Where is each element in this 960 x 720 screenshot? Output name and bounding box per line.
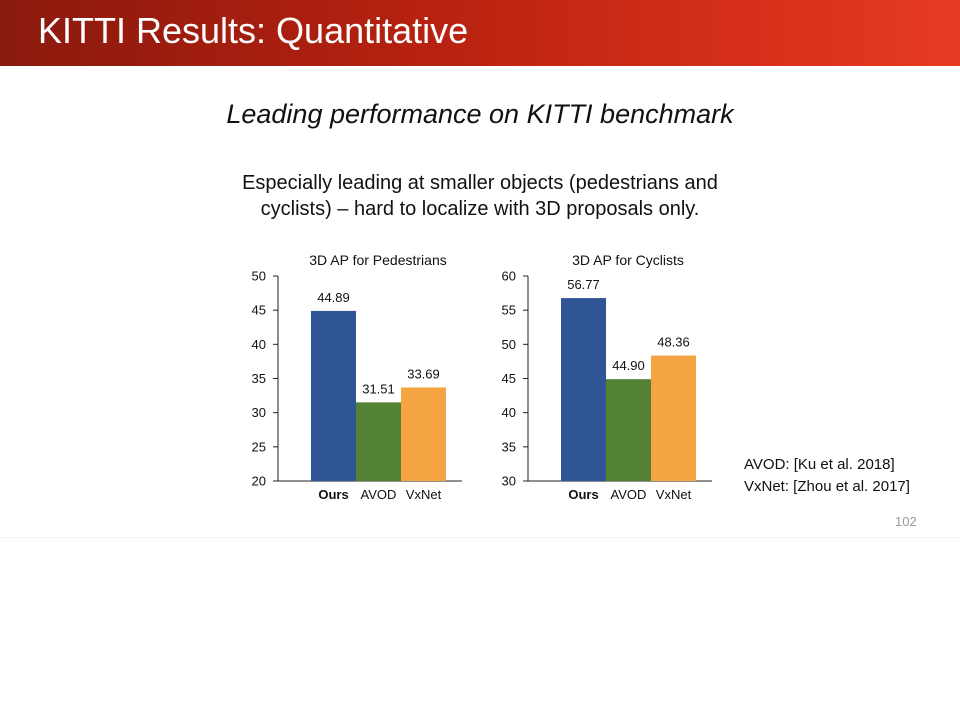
y-tick-label: 60	[502, 269, 516, 284]
chart-title: 3D AP for Pedestrians	[309, 252, 446, 268]
bar-avod	[606, 379, 651, 481]
x-tick-label: Ours	[568, 487, 598, 502]
bar-ours	[561, 298, 606, 481]
bar-ours	[311, 310, 356, 481]
bar-vxnet	[651, 355, 696, 481]
y-tick-label: 35	[252, 371, 266, 386]
y-tick-label: 35	[502, 439, 516, 454]
cyclists-bar-chart: 3D AP for Cyclists 30 35 40 45 50 55 60 56.77 Our…	[502, 252, 712, 502]
data-label: 48.36	[657, 335, 690, 350]
x-tick-label: AVOD	[611, 487, 647, 502]
data-label: 56.77	[567, 277, 600, 292]
y-tick-label: 45	[502, 371, 516, 386]
y-tick-label: 55	[502, 303, 516, 318]
slide-title: KITTI Results: Quantitative	[38, 10, 469, 51]
bar-vxnet	[401, 387, 446, 481]
data-label: 33.69	[407, 366, 440, 381]
data-label: 44.90	[612, 358, 645, 373]
y-tick-label: 40	[252, 337, 266, 352]
data-label: 31.51	[362, 381, 395, 396]
reference-vxnet: VxNet: [Zhou et al. 2017]	[744, 478, 910, 495]
y-tick-label: 30	[252, 405, 266, 420]
y-tick-label: 20	[252, 474, 266, 489]
x-tick-label: VxNet	[656, 487, 692, 502]
y-tick-label: 30	[502, 474, 516, 489]
bar-avod	[356, 402, 401, 481]
chart-title: 3D AP for Cyclists	[572, 252, 684, 268]
x-tick-label: AVOD	[361, 487, 397, 502]
description-line-2: cyclists) – hard to localize with 3D pro…	[260, 198, 700, 220]
title-bar: KITTI Results: Quantitative	[0, 0, 960, 66]
x-tick-label: Ours	[318, 487, 348, 502]
page-number: 102	[895, 514, 917, 529]
data-label: 44.89	[317, 290, 350, 305]
slide-subtitle: Leading performance on KITTI benchmark	[226, 99, 734, 129]
pedestrians-bar-chart: 3D AP for Pedestrians 20 25 30 35 40 45 50 44.89…	[252, 252, 462, 502]
x-tick-label: VxNet	[406, 487, 442, 502]
y-tick-label: 50	[502, 337, 516, 352]
reference-avod: AVOD: [Ku et al. 2018]	[744, 456, 895, 473]
description-line-1: Especially leading at smaller objects (p…	[242, 172, 718, 194]
footer-divider	[0, 537, 960, 538]
y-tick-label: 25	[252, 439, 266, 454]
y-tick-label: 45	[252, 303, 266, 318]
y-tick-label: 50	[252, 269, 266, 284]
y-tick-label: 40	[502, 405, 516, 420]
